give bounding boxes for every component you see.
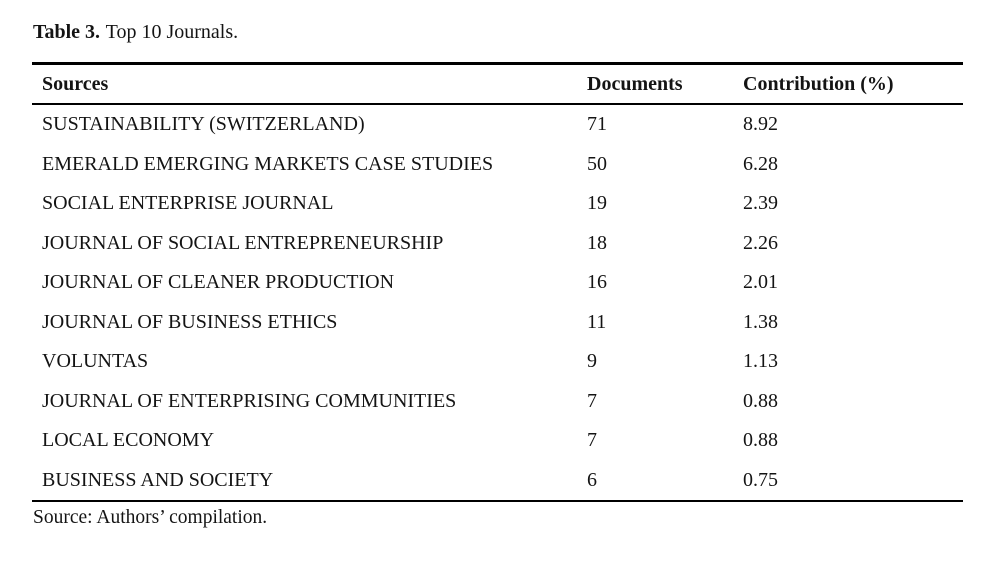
header-row: Sources Documents Contribution (%) [32, 62, 963, 105]
journals-table-wrap: Sources Documents Contribution (%) SUSTA… [32, 62, 963, 502]
cell-documents: 6 [587, 460, 743, 502]
table-body: SUSTAINABILITY (SWITZERLAND) 71 8.92 EME… [32, 104, 963, 502]
cell-documents: 18 [587, 231, 607, 254]
table-row: SOCIAL ENTERPRISE JOURNAL 19 2.39 [32, 184, 963, 224]
cell-documents: 7 [587, 389, 597, 412]
cell-source: JOURNAL OF ENTERPRISING COMMUNITIES [42, 389, 457, 412]
cell-source: LOCAL ECONOMY [42, 429, 215, 452]
table-row: JOURNAL OF BUSINESS ETHICS 11 1.38 [32, 303, 963, 343]
cell-contribution: 6.28 [743, 152, 778, 175]
cell-contribution: 2.39 [743, 192, 778, 215]
cell-source: BUSINESS AND SOCIETY [32, 460, 587, 502]
table-caption: Table 3. Top 10 Journals. [33, 18, 238, 46]
cell-documents: 7 [587, 429, 597, 452]
table-row: BUSINESS AND SOCIETY 6 0.75 [32, 460, 963, 502]
cell-documents: 9 [587, 350, 597, 373]
table-row: SUSTAINABILITY (SWITZERLAND) 71 8.92 [32, 104, 963, 145]
cell-contribution: 2.01 [743, 271, 778, 294]
cell-documents: 11 [587, 310, 607, 333]
cell-contribution: 8.92 [743, 113, 778, 136]
table-row: EMERALD EMERGING MARKETS CASE STUDIES 50… [32, 145, 963, 185]
table-row: VOLUNTAS 9 1.13 [32, 342, 963, 382]
cell-source: SOCIAL ENTERPRISE JOURNAL [42, 192, 334, 215]
cell-source: EMERALD EMERGING MARKETS CASE STUDIES [42, 152, 494, 175]
cell-source: JOURNAL OF CLEANER PRODUCTION [42, 271, 395, 294]
cell-source: JOURNAL OF SOCIAL ENTREPRENEURSHIP [42, 231, 444, 254]
cell-contribution: 0.88 [743, 429, 778, 452]
table-row: JOURNAL OF CLEANER PRODUCTION 16 2.01 [32, 263, 963, 303]
cell-source: JOURNAL OF BUSINESS ETHICS [42, 310, 338, 333]
cell-contribution: 0.75 [743, 460, 963, 502]
column-header-sources: Sources [32, 62, 587, 105]
cell-contribution: 1.38 [743, 310, 778, 333]
table-row: JOURNAL OF SOCIAL ENTREPRENEURSHIP 18 2.… [32, 224, 963, 264]
column-header-documents: Documents [587, 62, 743, 105]
source-note: Source: Authors’ compilation. [33, 507, 268, 528]
cell-documents: 19 [587, 192, 607, 215]
table-row: JOURNAL OF ENTERPRISING COMMUNITIES 7 0.… [32, 382, 963, 422]
column-header-contribution: Contribution (%) [743, 62, 963, 105]
cell-documents: 50 [587, 152, 607, 175]
table-caption-title: Top 10 Journals. [105, 21, 239, 43]
cell-contribution: 2.26 [743, 231, 778, 254]
cell-source: SUSTAINABILITY (SWITZERLAND) [42, 113, 365, 136]
table-caption-label: Table 3. [33, 21, 101, 43]
journals-table: Sources Documents Contribution (%) SUSTA… [32, 62, 963, 502]
cell-contribution: 0.88 [743, 389, 778, 412]
cell-contribution: 1.13 [743, 350, 778, 373]
cell-documents: 16 [587, 271, 607, 294]
table-row: LOCAL ECONOMY 7 0.88 [32, 421, 963, 461]
cell-documents: 71 [587, 113, 607, 136]
cell-source: VOLUNTAS [42, 350, 149, 373]
